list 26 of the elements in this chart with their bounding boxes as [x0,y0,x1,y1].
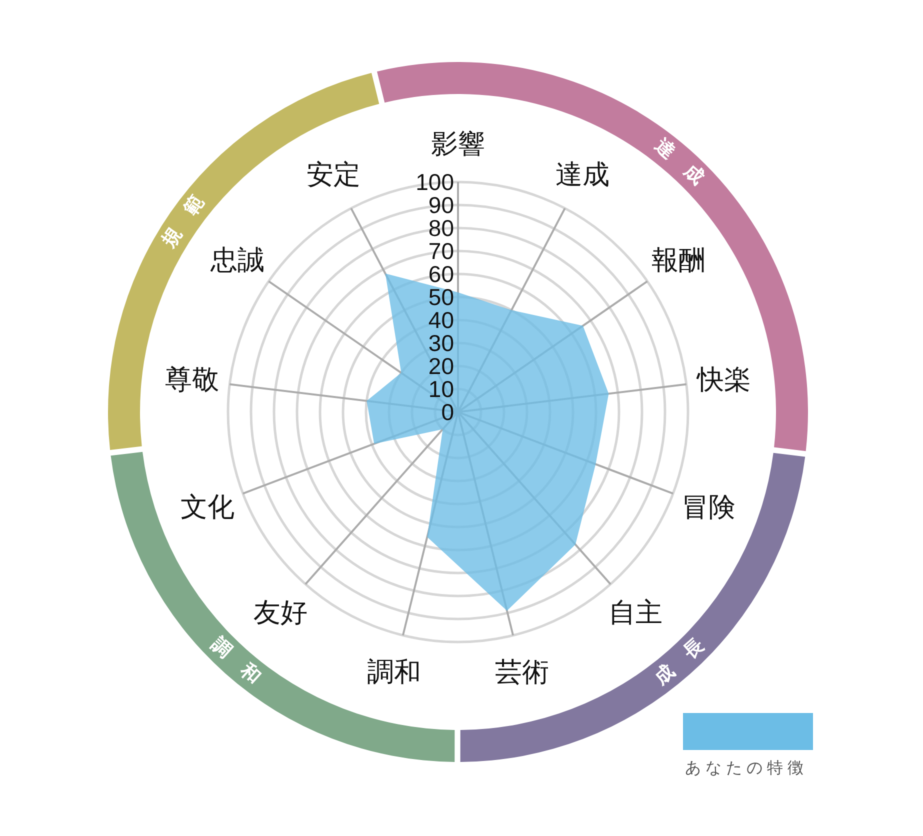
spoke-label: 安定 [306,160,360,190]
spoke-label: 友好 [253,598,308,628]
y-tick-label: 60 [428,261,454,287]
y-tick-label: 20 [428,353,454,379]
slice-label: 調和 [207,634,280,702]
spoke-label: 影響 [431,129,485,159]
spoke-label: 達成 [556,160,610,190]
y-tick-label: 30 [428,330,454,356]
spoke-label: 芸術 [495,657,550,688]
y-tick-label: 40 [428,307,454,333]
spoke-label: 自主 [608,598,663,628]
spoke-label: 文化 [180,492,234,522]
spoke-label: 調和 [366,657,421,688]
y-tick-label: 90 [428,192,454,218]
spoke-label: 報酬 [652,244,706,275]
slice-label: 達成 [650,134,724,202]
y-tick-label: 50 [428,284,454,310]
spoke-label: 快楽 [696,364,752,395]
y-tick-label: 0 [441,399,454,425]
y-tick-label: 70 [428,238,454,264]
y-tick-label: 10 [428,376,454,402]
y-tick-label: 80 [428,215,454,241]
text: あなたの特徴 [685,759,808,777]
y-tick-label: 100 [416,169,454,195]
spoke-label: 冒険 [682,492,736,522]
spoke-label: 尊敬 [164,364,219,395]
